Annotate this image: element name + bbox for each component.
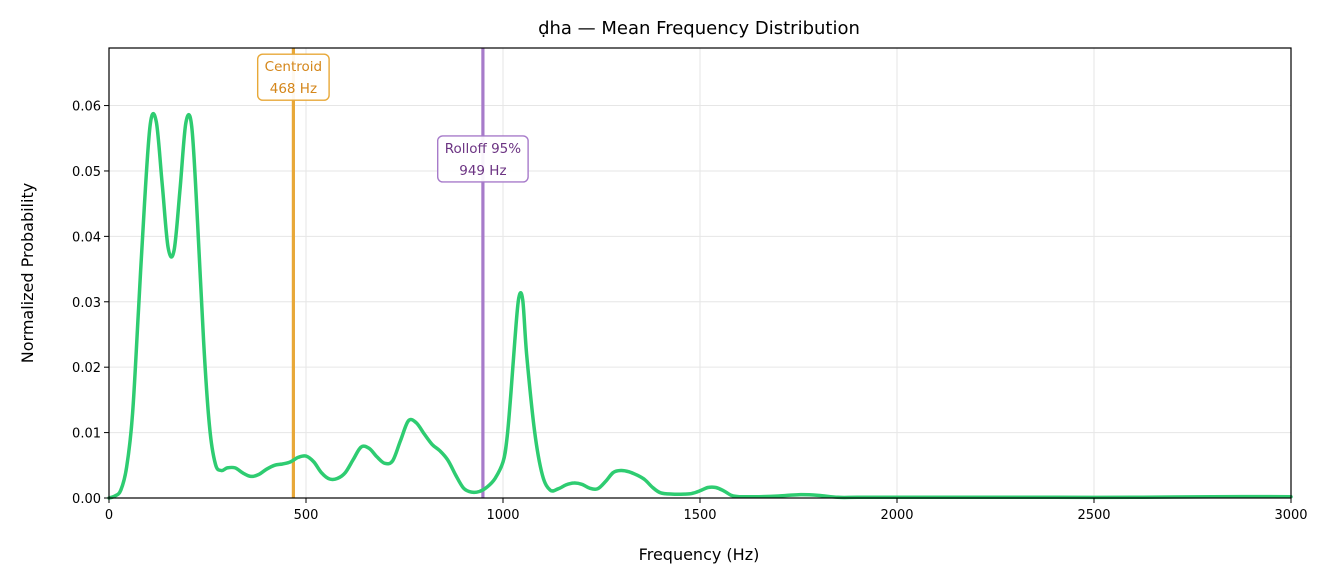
centroid-label-box — [256, 53, 330, 101]
x-tick-label: 500 — [294, 508, 319, 523]
rolloff-label-value: 949 Hz — [459, 163, 506, 179]
x-axis-label: Frequency (Hz) — [639, 545, 760, 564]
y-tick-label: 0.01 — [72, 427, 101, 442]
y-axis-ticks: 0.00 0.01 0.02 0.03 0.04 0.05 0.06 — [72, 100, 109, 507]
x-tick-label: 1500 — [683, 508, 716, 523]
y-tick-label: 0.06 — [72, 100, 101, 115]
rolloff-label: Rolloff 95% 949 Hz — [437, 135, 529, 183]
chart-title: ḍha — Mean Frequency Distribution — [538, 18, 860, 39]
grid-lines — [108, 48, 1292, 499]
x-axis-ticks: 0 500 1000 1500 2000 2500 3000 — [105, 498, 1308, 523]
x-tick-label: 2000 — [880, 508, 913, 523]
x-tick-label: 0 — [105, 508, 113, 523]
y-tick-label: 0.05 — [72, 165, 101, 180]
x-tick-label: 3000 — [1274, 508, 1307, 523]
y-tick-label: 0.04 — [72, 230, 101, 245]
x-tick-label: 1000 — [486, 508, 519, 523]
y-tick-label: 0.02 — [72, 361, 101, 376]
y-tick-label: 0.00 — [72, 492, 101, 507]
x-tick-label: 2500 — [1077, 508, 1110, 523]
series-group — [107, 111, 1293, 500]
y-axis-label: Normalized Probability — [18, 183, 37, 363]
centroid-label-title: Centroid — [265, 59, 322, 75]
centroid-label: Centroid 468 Hz — [256, 53, 330, 101]
marker-lines — [291, 48, 485, 498]
rolloff-label-box — [437, 135, 529, 183]
centroid-label-value: 468 Hz — [270, 81, 317, 97]
rolloff-label-title: Rolloff 95% — [445, 141, 522, 157]
y-tick-label: 0.03 — [72, 296, 101, 311]
frequency-distribution-line — [107, 111, 1293, 500]
annotation-labels: Centroid 468 Hz Rolloff 95% 949 Hz — [256, 53, 529, 183]
